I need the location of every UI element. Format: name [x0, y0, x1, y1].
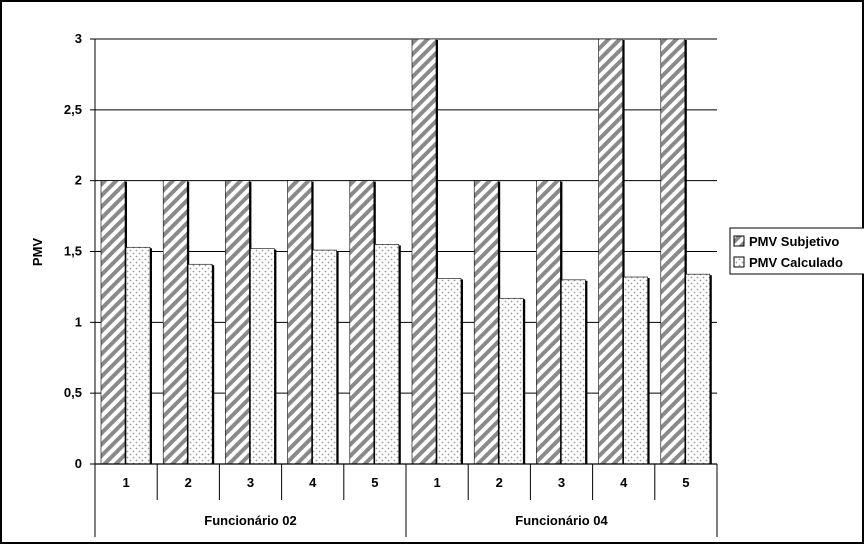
bar-shadow — [212, 265, 215, 464]
x-tick-label: 1 — [122, 475, 129, 490]
bar-pmv-calculado — [436, 278, 462, 465]
bar-shadow — [523, 299, 526, 464]
bar-pmv-calculado — [250, 248, 275, 465]
bar-shadow — [585, 280, 588, 464]
legend-label: PMV Calculado — [749, 255, 843, 270]
bar-shadow — [336, 251, 339, 464]
group-label: Funcionário 02 — [204, 513, 296, 528]
bar-shadow — [647, 278, 650, 464]
y-tick-label: 1,5 — [64, 244, 82, 259]
legend: PMV Subjetivo PMV Calculado — [729, 227, 864, 275]
bar-shadow — [398, 245, 401, 464]
bar-shadow — [622, 40, 625, 464]
bar-shadow — [436, 40, 438, 464]
bar-pmv-subjetivo — [225, 180, 250, 465]
bar-pmv-subjetivo — [100, 180, 126, 465]
bar-pmv-subjetivo — [162, 180, 188, 465]
bar-pmv-subjetivo — [411, 38, 437, 465]
legend-label: PMV Subjetivo — [749, 234, 839, 249]
bar-pmv-calculado — [623, 276, 648, 465]
group-label: Funcionário 04 — [515, 513, 608, 528]
bar-shadow — [274, 249, 277, 464]
y-tick-label: 1 — [75, 314, 82, 329]
bar-pmv-calculado — [312, 249, 337, 465]
x-tick-label: 2 — [496, 475, 503, 490]
bar-pmv-subjetivo — [536, 180, 561, 465]
x-tick-label: 3 — [247, 475, 254, 490]
legend-box — [729, 227, 864, 275]
bar-pmv-calculado — [187, 263, 213, 465]
bar-shadow — [709, 275, 712, 464]
x-tick-label: 4 — [309, 475, 317, 490]
x-tick-label: 4 — [620, 475, 628, 490]
x-tick-label: 5 — [371, 475, 378, 490]
bar-pmv-subjetivo — [473, 180, 499, 465]
bar-shadow — [461, 279, 463, 464]
x-tick-label: 1 — [433, 475, 440, 490]
legend-swatch-dots — [733, 256, 745, 268]
y-tick-label: 2 — [75, 173, 82, 188]
bar-pmv-subjetivo — [349, 180, 375, 465]
y-axis-label: PMV — [30, 238, 45, 267]
bar-pmv-calculado — [561, 279, 586, 465]
y-tick-label: 2,5 — [64, 102, 82, 117]
legend-swatch-hatch — [733, 235, 745, 247]
bar-pmv-calculado — [374, 244, 400, 465]
bar-pmv-subjetivo — [598, 38, 623, 465]
bar-pmv-subjetivo — [660, 38, 686, 465]
bar-pmv-calculado — [685, 273, 711, 465]
x-tick-label: 3 — [558, 475, 565, 490]
bar-shadow — [684, 40, 687, 464]
bar-pmv-calculado — [125, 246, 151, 465]
y-tick-label: 0,5 — [64, 385, 82, 400]
bar-shadow — [150, 248, 152, 464]
y-tick-label: 3 — [75, 31, 82, 46]
y-tick-label: 0 — [75, 456, 82, 471]
bar-pmv-subjetivo — [287, 180, 312, 465]
x-tick-label: 2 — [185, 475, 192, 490]
x-tick-label: 5 — [682, 475, 689, 490]
bar-pmv-calculado — [498, 297, 524, 465]
